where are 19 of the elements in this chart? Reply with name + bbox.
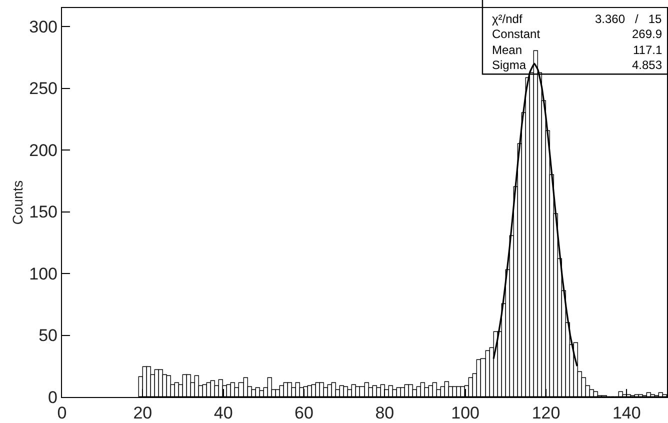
text: χ²/ndf 3.360 / 15 <box>492 12 662 26</box>
y-tick-label: 100 <box>29 264 58 284</box>
x-tick-label: 100 <box>451 404 480 422</box>
x-tick-label: 20 <box>133 404 152 422</box>
x-tick-label: 140 <box>612 404 641 422</box>
x-tick-label: 60 <box>294 404 314 422</box>
y-tick-label: 200 <box>29 140 58 160</box>
x-tick-label: 40 <box>214 404 233 422</box>
x-tick-label: 80 <box>375 404 394 422</box>
y-tick-label: 300 <box>29 17 58 36</box>
y-tick-label: 0 <box>48 388 58 407</box>
y-axis-title: Counts <box>10 180 26 225</box>
y-tick-label: 150 <box>29 202 58 222</box>
y-tick-label: 250 <box>29 79 58 98</box>
text: Constant 269.9 <box>492 27 662 41</box>
text: Mean 117.1 <box>492 43 662 57</box>
y-tick-label: 50 <box>38 326 58 346</box>
x-tick-label: 120 <box>532 404 560 422</box>
text: Sigma 4.853 <box>492 58 662 72</box>
